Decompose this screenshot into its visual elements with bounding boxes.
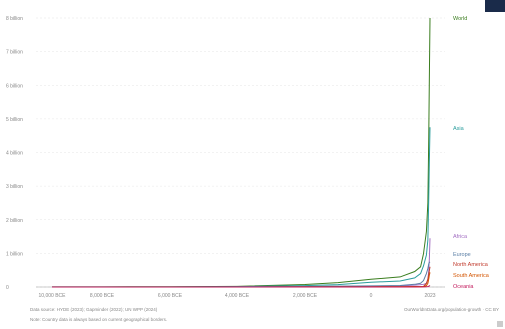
- series-line-africa: [52, 238, 431, 288]
- footer-note: Note: Country data is always based on cu…: [30, 317, 168, 322]
- y-tick-label: 6 billion: [6, 83, 23, 89]
- footer-url[interactable]: OurWorldInData.org/population-growth · C…: [404, 307, 499, 312]
- series-line-south-america: [51, 272, 431, 288]
- x-tick-labels: 10,000 BCE 8,000 BCE 6,000 BCE 4,000 BCE 2,0…: [39, 293, 436, 299]
- x-tick-label: 0: [370, 293, 373, 299]
- x-tick-label: 10,000 BCE: [39, 293, 67, 299]
- y-tick-label: 5 billion: [6, 117, 23, 123]
- y-tick-label: 8 billion: [6, 16, 23, 22]
- series-label-oceania: Oceania: [453, 284, 474, 290]
- series-label-south-america: South America: [453, 273, 490, 279]
- series-line-asia: [51, 127, 431, 288]
- series-label-asia: Asia: [453, 126, 465, 132]
- series-line-oceania: [52, 285, 431, 288]
- series-label-world: World: [453, 16, 467, 22]
- y-tick-label: 0: [6, 285, 9, 291]
- expand-icon[interactable]: [497, 321, 503, 327]
- series-line-europe: [51, 261, 431, 288]
- y-tick-label: 4 billion: [6, 151, 23, 157]
- y-tick-label: 1 billion: [6, 251, 23, 257]
- series-lines: [51, 17, 431, 288]
- series-labels: World Asia Africa Europe North America South …: [453, 16, 490, 290]
- series-label-africa: Africa: [453, 234, 468, 240]
- y-tick-label: 7 billion: [6, 50, 23, 56]
- grid-lines: [36, 17, 445, 288]
- series-line-north-america: [52, 266, 431, 288]
- y-tick-labels: 0 1 billion 2 billion 3 billion 4 billion 5 b…: [6, 16, 23, 291]
- x-tick-label: 2,000 BCE: [293, 293, 318, 299]
- footer-source: Data source: HYDE (2023); Gapminder (202…: [30, 307, 158, 312]
- series-label-europe: Europe: [453, 252, 471, 258]
- x-tick-label: 6,000 BCE: [158, 293, 183, 299]
- x-tick-label: 8,000 BCE: [90, 293, 115, 299]
- series-label-north-america: North America: [453, 262, 489, 268]
- y-tick-label: 3 billion: [6, 184, 23, 190]
- owid-logo: [485, 0, 505, 12]
- y-tick-label: 2 billion: [6, 218, 23, 224]
- x-tick-label: 4,000 BCE: [225, 293, 250, 299]
- x-tick-label: 2023: [424, 293, 435, 299]
